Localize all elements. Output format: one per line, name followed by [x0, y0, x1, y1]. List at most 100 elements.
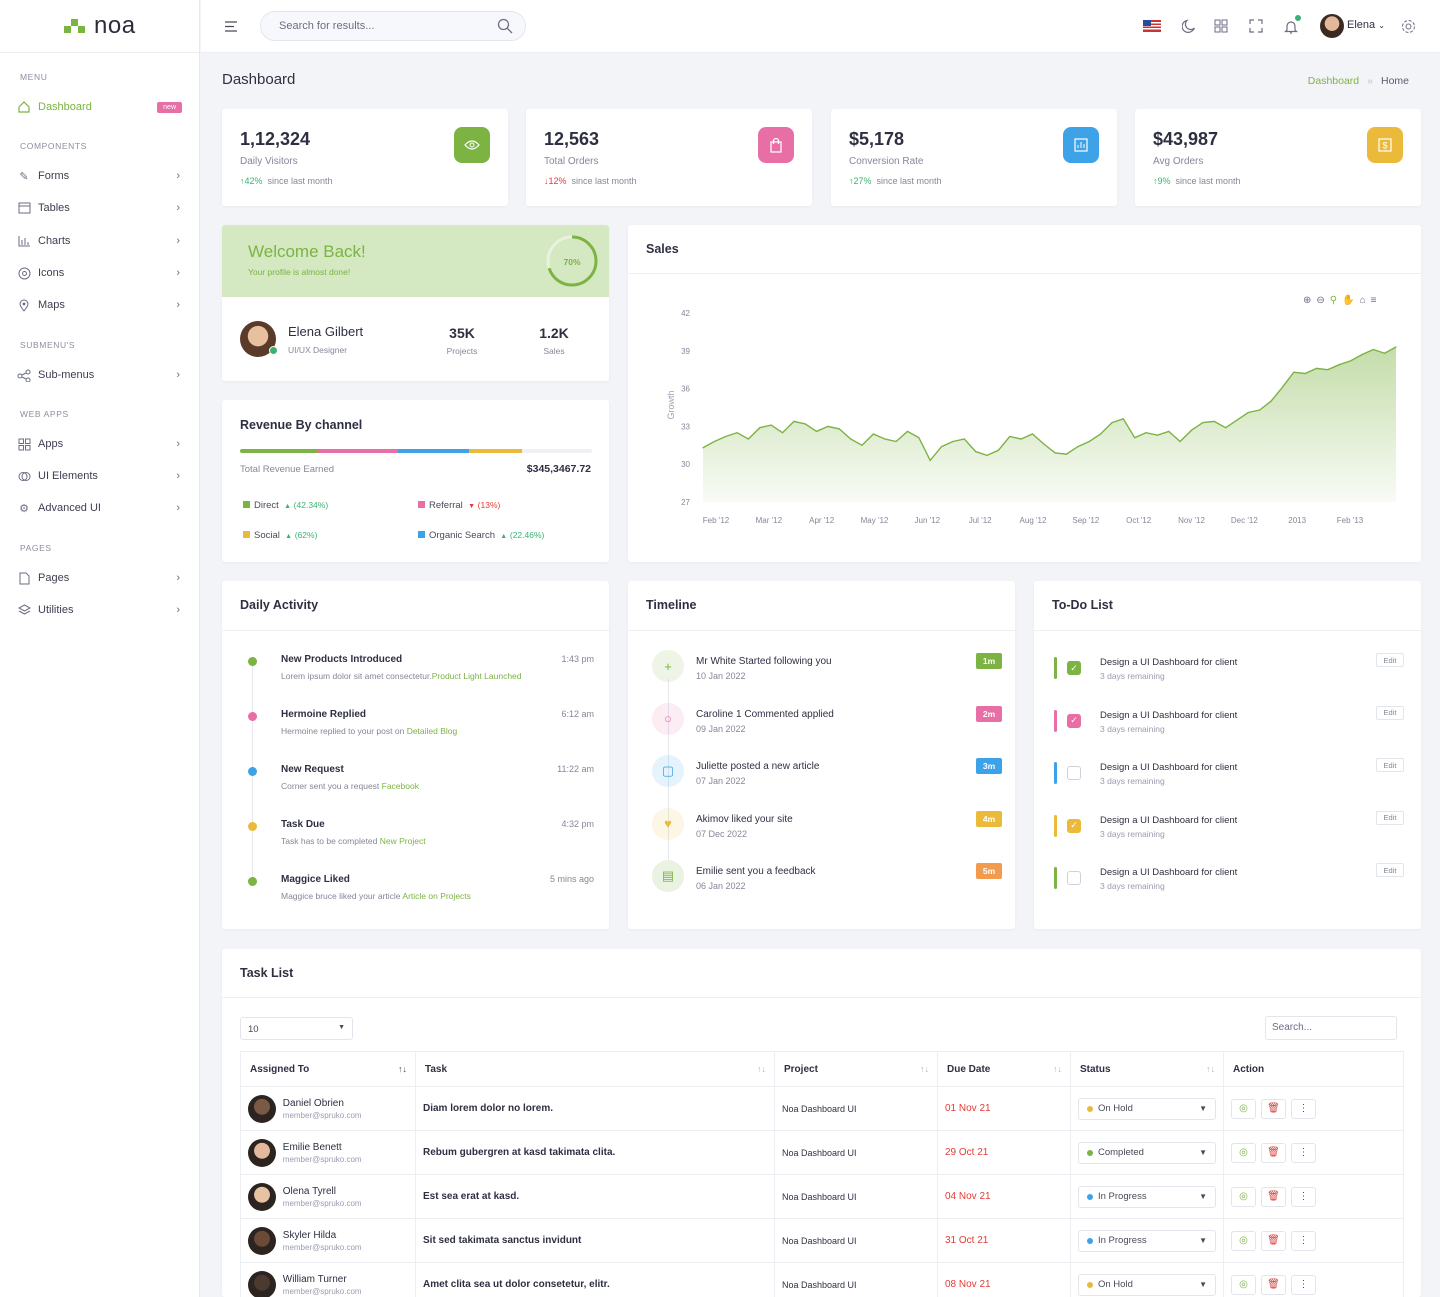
activity-title: New Request: [281, 764, 344, 775]
status-select[interactable]: On Hold ▼: [1078, 1097, 1216, 1120]
us-flag-icon[interactable]: [1143, 17, 1161, 35]
edit-button[interactable]: Edit: [1376, 810, 1404, 825]
todo-checkbox[interactable]: [1067, 766, 1081, 780]
trash-icon[interactable]: 🗑: [1261, 1274, 1286, 1295]
sort-icon[interactable]: ↑↓: [1053, 1064, 1062, 1074]
sort-icon[interactable]: ↑↓: [920, 1064, 929, 1074]
trash-icon[interactable]: 🗑: [1261, 1098, 1286, 1119]
reset-home-icon[interactable]: ⌂: [1359, 295, 1366, 306]
breadcrumb-dashboard-link[interactable]: Dashboard: [1307, 75, 1360, 87]
more-vertical-icon[interactable]: ⋮: [1291, 1274, 1316, 1295]
approve-icon[interactable]: ◎: [1231, 1186, 1256, 1207]
profile-progress-ring: [546, 235, 598, 287]
pan-hand-icon[interactable]: ✋: [1342, 295, 1355, 306]
page-size-select[interactable]: 10 ▼: [240, 1017, 353, 1040]
user-plus-icon: +: [652, 650, 684, 682]
approve-icon[interactable]: ◎: [1231, 1098, 1256, 1119]
zoom-out-icon[interactable]: ⊖: [1316, 295, 1325, 306]
activity-link[interactable]: Article on Projects: [402, 891, 471, 901]
projects-count: 35K: [449, 325, 475, 341]
column-header-due-date[interactable]: Due Date ↑↓: [937, 1051, 1071, 1087]
todo-checkbox[interactable]: ✓: [1067, 661, 1081, 675]
channel-name: Organic Search: [429, 530, 496, 541]
assignee-email: member@spruko.com: [282, 1286, 362, 1296]
data-point: [850, 438, 852, 440]
sidebar-item-pages[interactable]: Pages ›: [16, 567, 184, 589]
activity-link[interactable]: Product Light Launched: [431, 671, 522, 681]
status-select[interactable]: In Progress ▼: [1078, 1229, 1216, 1252]
sort-icon[interactable]: ↑↓: [1206, 1064, 1215, 1074]
y-tick-label: 42: [681, 309, 690, 318]
more-vertical-icon[interactable]: ⋮: [1291, 1186, 1316, 1207]
logo-icon: [64, 19, 88, 33]
status-select[interactable]: On Hold ▼: [1078, 1273, 1216, 1296]
column-header-status[interactable]: Status ↑↓: [1070, 1051, 1224, 1087]
legend-swatch: [243, 531, 250, 538]
todo-subtitle: 3 days remaining: [1100, 881, 1165, 891]
activity-link[interactable]: Detailed Blog: [406, 726, 458, 736]
sidebar-item-tables[interactable]: Tables ›: [16, 197, 184, 219]
search-input[interactable]: Search for results...: [260, 11, 526, 41]
sort-icon[interactable]: ↑↓: [398, 1064, 407, 1074]
bell-icon[interactable]: [1282, 15, 1301, 35]
table-search-input[interactable]: Search...: [1265, 1016, 1397, 1040]
settings-icon: ⚙: [19, 502, 29, 515]
user-avatar[interactable]: [1320, 14, 1344, 38]
status-select[interactable]: Completed ▼: [1078, 1141, 1216, 1164]
edit-button[interactable]: Edit: [1376, 653, 1404, 667]
more-vertical-icon[interactable]: ⋮: [1291, 1230, 1316, 1251]
edit-button[interactable]: Edit: [1376, 705, 1404, 720]
data-point: [895, 440, 897, 443]
activity-link[interactable]: Facebook: [381, 781, 419, 791]
chart-menu-icon[interactable]: ≡: [1370, 295, 1377, 306]
search-icon[interactable]: [497, 18, 513, 37]
sidebar-item-icons[interactable]: Icons ›: [16, 262, 184, 284]
y-axis-label: Growth: [666, 390, 676, 419]
moon-icon[interactable]: [1180, 17, 1198, 35]
sort-icon[interactable]: ↑↓: [757, 1064, 766, 1074]
magnifier-icon[interactable]: ⚲: [1329, 295, 1338, 306]
activity-description: Lorem ipsum dolor sit amet consectetur.P…: [281, 671, 522, 681]
sidebar-item-dashboard[interactable]: Dashboard new: [16, 96, 184, 118]
column-header-task[interactable]: Task ↑↓: [415, 1051, 775, 1087]
status-select[interactable]: In Progress ▼: [1078, 1185, 1216, 1208]
trash-icon[interactable]: 🗑: [1261, 1142, 1286, 1163]
user-menu[interactable]: Elena ⌄: [1347, 19, 1385, 31]
trash-icon[interactable]: 🗑: [1261, 1186, 1286, 1207]
column-header-assigned-to[interactable]: Assigned To ↑↓: [240, 1051, 416, 1087]
card-divider: [628, 273, 1421, 274]
todo-checkbox[interactable]: ✓: [1067, 818, 1081, 833]
sidebar-item-advanced-ui[interactable]: ⚙ Advanced UI ›: [16, 497, 184, 519]
todo-checkbox[interactable]: [1067, 871, 1081, 885]
todo-title: Design a UI Dashboard for client: [1100, 709, 1238, 721]
project-name: Noa Dashboard UI: [774, 1218, 938, 1263]
sidebar-item-apps[interactable]: Apps ›: [16, 433, 184, 455]
apps-grid-icon[interactable]: [1212, 17, 1230, 35]
assignee-cell: William Turner member@spruko.com: [240, 1262, 416, 1297]
sidebar-item-sub-menus[interactable]: Sub-menus ›: [16, 364, 184, 386]
column-header-project[interactable]: Project ↑↓: [774, 1051, 938, 1087]
stat-value: $43,987: [1153, 129, 1219, 149]
approve-icon[interactable]: ◎: [1231, 1274, 1256, 1295]
sidebar-item-ui-elements[interactable]: UI Elements ›: [16, 465, 184, 487]
edit-button[interactable]: Edit: [1376, 863, 1404, 877]
zoom-in-icon[interactable]: ⊕: [1303, 295, 1312, 306]
sidebar-item-utilities[interactable]: Utilities ›: [16, 599, 184, 621]
more-vertical-icon[interactable]: ⋮: [1291, 1142, 1316, 1163]
brand-logo[interactable]: noa: [0, 0, 199, 53]
sidebar-item-forms[interactable]: ✎ Forms ›: [16, 165, 184, 187]
assignee-cell: Daniel Obrien member@spruko.com: [240, 1086, 416, 1131]
trash-icon[interactable]: 🗑: [1261, 1230, 1286, 1251]
more-vertical-icon[interactable]: ⋮: [1291, 1098, 1316, 1119]
fullscreen-icon[interactable]: [1247, 17, 1265, 35]
activity-link[interactable]: New Project: [379, 836, 426, 846]
gear-icon[interactable]: [1399, 17, 1417, 35]
sidebar-item-maps[interactable]: Maps ›: [16, 294, 184, 316]
sidebar-item-charts[interactable]: Charts ›: [16, 230, 184, 252]
todo-checkbox[interactable]: ✓: [1067, 713, 1081, 728]
approve-icon[interactable]: ◎: [1231, 1230, 1256, 1251]
data-point: [1145, 432, 1147, 434]
edit-button[interactable]: Edit: [1376, 758, 1404, 772]
menu-toggle-icon[interactable]: [222, 17, 240, 35]
approve-icon[interactable]: ◎: [1231, 1142, 1256, 1163]
